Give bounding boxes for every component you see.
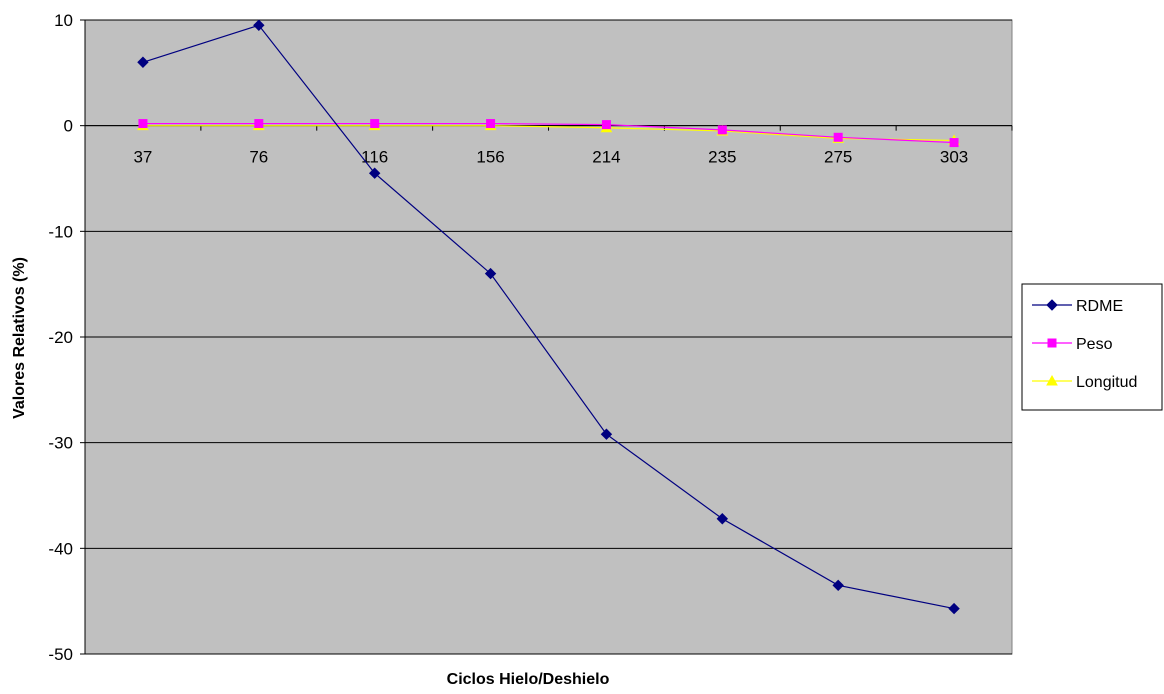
legend-item: Peso	[1032, 336, 1113, 353]
series-peso	[138, 119, 959, 148]
x-tick-label: 156	[476, 148, 504, 167]
y-tick-label: 10	[54, 11, 73, 30]
data-point	[486, 119, 496, 129]
legend-marker	[1046, 299, 1058, 311]
y-tick-label: -40	[48, 539, 73, 558]
data-point	[484, 267, 497, 280]
y-tick-label: -50	[48, 645, 73, 664]
legend-label: Peso	[1076, 336, 1113, 353]
y-tick-label: -20	[48, 328, 73, 347]
x-tick-label: 275	[824, 148, 852, 167]
data-point	[368, 167, 381, 179]
data-point	[370, 119, 380, 129]
legend-label: Longitud	[1076, 374, 1137, 391]
data-point	[138, 119, 148, 129]
x-tick-label: 37	[133, 148, 152, 167]
series-rdme	[137, 19, 960, 615]
x-axis-title: Ciclos Hielo/Deshielo	[447, 671, 610, 688]
y-axis-ticks: 10 0 -10 -20 -30 -40 -50	[48, 11, 85, 664]
legend-marker	[1047, 338, 1057, 348]
data-point	[254, 119, 264, 129]
data-point	[717, 125, 727, 135]
x-axis-ticks: 37 76 116 156 214 235 275 303	[84, 125, 1013, 167]
data-point	[832, 579, 844, 592]
legend-marker	[1046, 374, 1058, 386]
series-line-longitud	[142, 125, 955, 142]
plot-area	[84, 19, 1013, 655]
data-point	[716, 513, 729, 525]
x-tick-label: 116	[361, 148, 388, 167]
x-tick-label: 303	[940, 148, 968, 167]
legend: RDME Peso Longitud	[1021, 283, 1163, 411]
x-tick-label: 76	[249, 148, 268, 167]
legend-label: RDME	[1076, 298, 1123, 315]
y-tick-label: -30	[48, 434, 73, 453]
series-layer	[137, 19, 960, 615]
legend-item: Longitud	[1032, 374, 1137, 391]
data-point	[253, 19, 265, 31]
y-tick-label: 0	[64, 117, 73, 136]
data-point	[600, 428, 613, 440]
y-tick-label: -10	[48, 222, 73, 241]
series-line-rdme	[142, 24, 955, 610]
data-point	[949, 138, 959, 148]
data-point	[601, 120, 611, 130]
data-point	[833, 132, 843, 142]
data-point	[948, 602, 960, 615]
y-axis-title: Valores Relativos (%)	[11, 257, 28, 419]
x-tick-label: 235	[708, 148, 736, 167]
series-line-peso	[142, 122, 955, 144]
legend-item: RDME	[1032, 298, 1123, 315]
data-point	[137, 56, 149, 68]
x-tick-label: 214	[592, 148, 620, 167]
